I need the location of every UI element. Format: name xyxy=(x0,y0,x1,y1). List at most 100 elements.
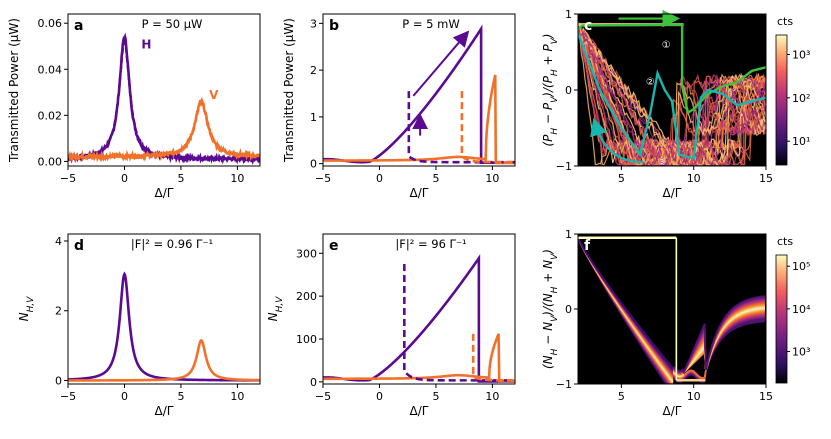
series-down-sweep xyxy=(471,333,515,382)
series-tag-h: H xyxy=(141,38,151,52)
x-tick-label: 0 xyxy=(121,172,128,185)
axes-frame xyxy=(67,233,261,385)
state-marker-3: ③ xyxy=(657,157,666,168)
x-axis-label: Δ/Γ xyxy=(155,404,174,418)
x-tick-label: 5 xyxy=(177,390,184,403)
trajectory-trace xyxy=(578,24,766,166)
y-tick-label: 0.02 xyxy=(38,109,63,122)
y-tick-label: 0 xyxy=(55,375,62,388)
y-tick-label: 0.00 xyxy=(38,155,63,168)
x-tick-label: 5 xyxy=(618,172,625,185)
panel-letter: c xyxy=(584,18,592,34)
density-band-left xyxy=(578,237,674,369)
colorbar-tick-label: 10³ xyxy=(792,346,810,359)
highlight-trajectory-teal xyxy=(578,32,766,160)
x-tick-label: 10 xyxy=(230,172,244,185)
state-marker-2: ② xyxy=(646,77,655,88)
y-tick-label: 0 xyxy=(565,303,572,316)
colorbar-tick-label: 10⁴ xyxy=(792,303,811,316)
y-tick-label: 100 xyxy=(296,333,317,346)
fit-line-h xyxy=(68,39,260,161)
colorbar xyxy=(775,254,788,384)
series-up-sweep-v xyxy=(323,333,515,383)
x-tick-label: 10 xyxy=(230,390,244,403)
trajectory-trace xyxy=(578,29,766,166)
y-tick-label: 0 xyxy=(565,84,572,97)
y-tick-label: 1 xyxy=(565,8,572,21)
series-down-sweep xyxy=(460,91,515,164)
y-axis-label: (NH − NV)/(NH + NV) xyxy=(541,249,560,369)
teal-arrow xyxy=(590,117,644,164)
x-axis-label: Δ/Γ xyxy=(410,404,429,418)
x-tick-label: 5 xyxy=(432,172,439,185)
x-tick-label: −5 xyxy=(60,390,76,403)
x-tick-label: 10 xyxy=(687,390,701,403)
panel-letter: e xyxy=(329,238,339,254)
colorbar-title: cts xyxy=(777,235,793,248)
y-tick-label: 0 xyxy=(310,158,317,171)
colorbar-tick-label: 10⁵ xyxy=(792,260,810,273)
y-axis-label: NH,V xyxy=(266,296,285,322)
panel-a: −5 0 5 10 0.00 0.02 0.04 0.06 Δ/Γ a P = 50 μW H V Tra… xyxy=(7,13,261,200)
y-axis-label: (PH − PV)/(PH + PV) xyxy=(541,33,560,146)
colorbar-tick-label: 10³ xyxy=(792,49,810,62)
trajectory-trace xyxy=(578,28,766,166)
x-tick-label: −5 xyxy=(60,172,76,185)
y-tick-label: −1 xyxy=(556,160,572,173)
x-axis-label: Δ/Γ xyxy=(155,186,174,200)
x-tick-label: 10 xyxy=(687,172,701,185)
series-line-h xyxy=(68,271,260,382)
series-up-sweep-h xyxy=(323,254,515,383)
series-tag-v: V xyxy=(209,88,219,102)
x-tick-label: 0 xyxy=(376,390,383,403)
x-tick-label: 5 xyxy=(177,172,184,185)
x-tick-label: 15 xyxy=(759,172,773,185)
density-band-right xyxy=(672,295,765,375)
axes-frame xyxy=(577,13,767,167)
y-tick-label: 0 xyxy=(310,376,317,389)
series-line-v xyxy=(68,96,260,164)
x-axis-label: Δ/Γ xyxy=(410,186,429,200)
axes-frame xyxy=(322,233,516,385)
y-tick-label: 1 xyxy=(565,228,572,241)
trajectory-trace xyxy=(578,21,766,166)
panel-d: −5 0 5 10 0 2 4 Δ/Γ d |F|² = 0.96 Γ⁻¹ NH,V xyxy=(17,233,261,418)
series-down-sweep xyxy=(403,264,515,382)
x-tick-label: 10 xyxy=(485,390,499,403)
highlight-trajectory-green xyxy=(578,23,766,115)
x-tick-label: −5 xyxy=(315,390,331,403)
x-tick-label: 15 xyxy=(759,390,773,403)
colorbar-tick-label: 10¹ xyxy=(792,135,810,148)
axes-frame xyxy=(67,13,261,167)
panel-f: 5 10 15 −1 0 1 Δ/Γ f (NH − NV)/(NH + NV) cts 10³ 10… xyxy=(541,228,811,418)
x-tick-label: −5 xyxy=(315,172,331,185)
y-tick-label: −1 xyxy=(556,378,572,391)
x-axis-label: Δ/Γ xyxy=(663,186,682,200)
panel-letter: f xyxy=(584,238,591,254)
panel-annotation: |F|² = 0.96 Γ⁻¹ xyxy=(131,237,213,251)
colorbar-tick-label: 10² xyxy=(792,92,810,105)
x-tick-label: 10 xyxy=(485,172,499,185)
colorbar xyxy=(775,34,788,166)
panel-annotation: P = 50 μW xyxy=(142,17,203,31)
y-tick-label: 0.04 xyxy=(38,63,63,76)
trajectory-trace xyxy=(578,22,766,166)
y-tick-label: 3 xyxy=(310,17,317,30)
axes-frame xyxy=(322,13,516,167)
y-tick-label: 1 xyxy=(310,111,317,124)
panel-c: 5 10 15 −1 0 1 Δ/Γ ① ② ③ c (PH − PV)/(PH + PV) cts 10… xyxy=(541,8,810,200)
x-tick-label: 0 xyxy=(121,390,128,403)
y-tick-label: 300 xyxy=(296,247,317,260)
sweep-up-arrow xyxy=(412,30,470,97)
panel-annotation: P = 5 mW xyxy=(402,17,459,31)
axes-frame xyxy=(577,233,767,385)
y-axis-label: NH,V xyxy=(17,296,36,322)
y-tick-label: 2 xyxy=(310,64,317,77)
y-axis-label: Transmitted Power (μW) xyxy=(282,18,296,163)
trajectory-trace xyxy=(578,22,766,166)
y-tick-label: 200 xyxy=(296,290,317,303)
colorbar-title: cts xyxy=(777,15,793,28)
x-tick-label: 5 xyxy=(618,390,625,403)
